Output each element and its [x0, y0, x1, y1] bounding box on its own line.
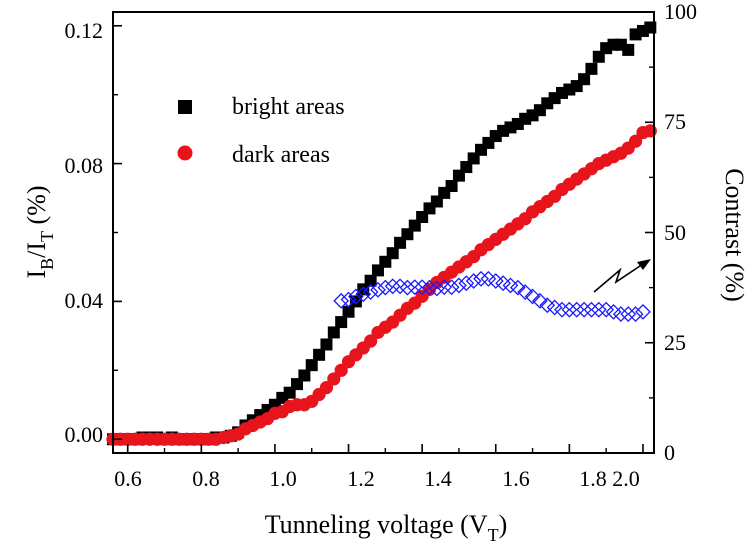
legend-marker-bright [178, 100, 192, 114]
arrow-head [637, 259, 651, 270]
dark-area-point [334, 363, 348, 377]
contrast-point [333, 292, 350, 309]
bright-area-point [578, 73, 591, 86]
contrast-point [627, 306, 644, 323]
x-tick-labels: 0.6 0.8 1.0 1.2 1.4 1.6 1.8 2.0 [114, 466, 640, 491]
x-tick-label: 1.4 [424, 466, 452, 491]
contrast-point [340, 291, 357, 308]
dark-area-point [364, 334, 378, 348]
bright-area-point [305, 359, 318, 372]
contrast-point [399, 279, 416, 296]
contrast-point [406, 279, 423, 296]
arrow-line [593, 263, 644, 293]
bright-area-point [504, 121, 517, 134]
contrast-point [414, 279, 431, 296]
contrast-point [443, 279, 460, 296]
contrast-point [583, 301, 600, 318]
contrast-point [421, 279, 438, 296]
contrast-point [495, 275, 512, 292]
contrast-point [451, 277, 467, 294]
y-right-tick-label: 75 [664, 109, 686, 134]
legend-marker-dark [177, 145, 193, 161]
y-right-tick-label: 25 [664, 330, 686, 355]
y-right-tick-label: 0 [664, 440, 675, 465]
dark-area-point [319, 380, 334, 395]
bright-area-point [364, 274, 377, 287]
legend: bright areas dark areas [177, 94, 345, 168]
ticks [113, 11, 654, 454]
y-right-tick-labels: 0 25 50 75 100 [664, 0, 697, 465]
contrast-point [590, 301, 607, 318]
contrast-point [635, 303, 651, 320]
legend-label-bright: bright areas [232, 94, 345, 120]
x-tick-label: 0.8 [192, 466, 220, 491]
contrast-point [465, 273, 482, 289]
x-tick-label: 1.2 [347, 466, 375, 491]
contrast-point [347, 288, 364, 305]
contrast-point [531, 292, 548, 309]
contrast-point [436, 279, 453, 296]
contrast-point [561, 301, 578, 318]
dark-area-point [628, 134, 643, 148]
bright-area-point [445, 179, 458, 192]
x-tick-label: 1.0 [269, 466, 297, 491]
plot-marks [106, 21, 657, 446]
contrast-point [620, 306, 637, 323]
contrast-point [428, 280, 445, 297]
y-left-axis-title: IB/IT (%) [22, 185, 57, 278]
contrast-point [384, 278, 401, 295]
bright-area-point [622, 43, 635, 56]
y-left-tick-label: 0.04 [65, 288, 104, 313]
bright-area-point [320, 338, 333, 351]
bright-area-point [386, 247, 399, 260]
y-left-tick-labels: 0.00 0.04 0.08 0.12 [65, 18, 104, 447]
contrast-point [546, 299, 563, 316]
contrast-point [517, 284, 534, 300]
contrast-point [473, 270, 489, 287]
contrast-point [377, 279, 394, 296]
bright-area-point [349, 295, 362, 308]
y-right-tick-label: 50 [664, 220, 686, 245]
contrast-point [362, 284, 379, 300]
contrast-point [370, 281, 386, 298]
contrast-axis-arrow [593, 259, 651, 293]
dark-area-point [327, 372, 341, 386]
contrast-point [524, 288, 541, 305]
contrast-point [458, 275, 475, 292]
y-right-axis-title: Contrast (%) [720, 168, 747, 302]
x-tick-label: 0.6 [114, 466, 142, 491]
x-tick-label: 2.0 [612, 466, 640, 491]
contrast-point [576, 301, 592, 318]
bright-area-point [585, 62, 598, 75]
x-tick-label: 1.8 [579, 466, 607, 491]
legend-label-dark: dark areas [232, 142, 330, 168]
bright-area-point [327, 326, 340, 339]
bright-area-point [254, 409, 267, 422]
contrast-point [605, 303, 622, 320]
y-right-tick-label: 100 [664, 0, 697, 24]
bright-area-point [298, 369, 311, 382]
y-left-tick-label: 0.12 [65, 18, 104, 43]
contrast-point [502, 277, 519, 294]
bright-area-point [313, 348, 326, 361]
y-left-tick-label: 0.08 [65, 153, 104, 178]
bright-area-point [342, 305, 355, 318]
x-axis-title: Tunneling voltage (VT) [265, 510, 508, 545]
x-tick-label: 1.6 [502, 466, 530, 491]
contrast-point [612, 306, 629, 323]
contrast-point [568, 301, 585, 318]
contrast-point [487, 273, 504, 289]
contrast-point [355, 286, 372, 303]
contrast-point [554, 301, 570, 318]
contrast-point [509, 279, 526, 296]
plot-frame [112, 11, 655, 454]
bright-area-point [335, 316, 348, 329]
y-left-tick-label: 0.00 [65, 422, 104, 447]
